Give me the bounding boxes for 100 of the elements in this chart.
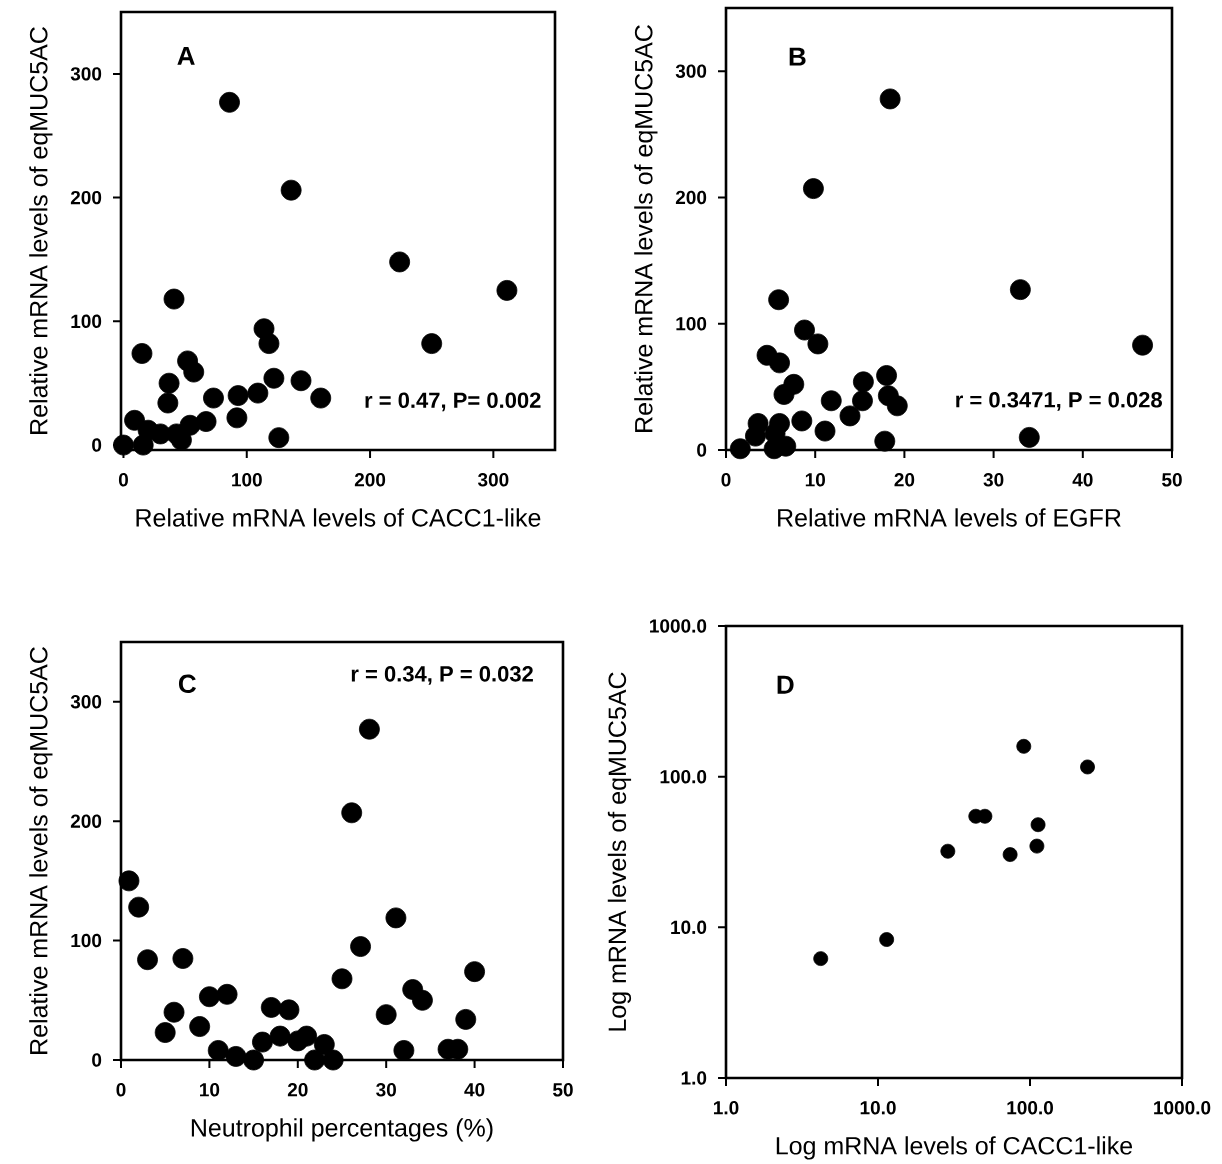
point [207, 1040, 229, 1061]
point [118, 870, 140, 892]
point [172, 948, 194, 969]
x-tick-label: 0 [116, 1083, 126, 1097]
point [216, 983, 238, 1005]
point [154, 1022, 176, 1043]
point [183, 361, 205, 383]
point [768, 289, 790, 311]
point [341, 802, 363, 824]
x-tick-label: 100 [232, 473, 262, 487]
point [803, 178, 824, 199]
x-tick-label: 300 [477, 473, 509, 487]
y-tick-label: 10.0 [671, 920, 707, 935]
x-axis-title: Relative mRNA levels of CACC1-like [136, 508, 541, 527]
point [350, 936, 371, 957]
point [421, 333, 443, 355]
x-tick-label: 10.0 [860, 1101, 896, 1115]
x-axis-title: Neutrophil percentages (%) [191, 1118, 493, 1142]
point [304, 1049, 325, 1071]
point [137, 949, 158, 971]
point [243, 1049, 264, 1071]
y-tick-label: 0 [92, 438, 102, 452]
point [879, 88, 901, 110]
y-tick-label: 200 [675, 190, 707, 205]
point [158, 372, 180, 394]
point [1018, 426, 1040, 448]
point [269, 1025, 291, 1047]
y-tick-label: 0 [92, 1053, 102, 1067]
point [260, 997, 282, 1018]
annotation: r = 0.3471, P = 0.028 [956, 392, 1162, 411]
point [268, 427, 290, 449]
point [252, 1031, 273, 1053]
point [131, 343, 153, 364]
text: A [177, 46, 195, 65]
point [310, 387, 332, 409]
point [150, 423, 171, 445]
x-tick-label: 40 [1072, 473, 1093, 487]
point [807, 333, 829, 355]
y-axis-title: Relative mRNA levels of eqMUC5AC [29, 647, 53, 1054]
point [839, 405, 861, 427]
point [820, 390, 842, 412]
point [794, 319, 815, 341]
point [1132, 334, 1153, 356]
x-tick-label: 50 [1162, 473, 1182, 487]
point [219, 91, 240, 113]
point [359, 718, 380, 740]
point [773, 384, 795, 405]
annotation: r = 0.34, P = 0.032 [351, 666, 533, 685]
point [263, 367, 285, 389]
point [313, 1034, 335, 1055]
text: B [789, 47, 806, 66]
point [886, 395, 908, 417]
point [393, 1040, 415, 1061]
x-tick-label: 0 [721, 473, 731, 487]
y-tick-label: 300 [70, 694, 102, 709]
point [852, 371, 874, 393]
point [874, 430, 896, 452]
point [375, 1004, 397, 1026]
x-tick-label: 20 [894, 473, 915, 487]
x-axis-title: Log mRNA levels of CACC1-like [776, 1136, 1133, 1160]
x-tick-label: 200 [354, 473, 386, 487]
point [163, 288, 185, 310]
point [199, 986, 220, 1008]
point [745, 425, 766, 447]
x-tick-label: 0 [118, 473, 128, 487]
point [113, 434, 134, 456]
point [876, 365, 897, 386]
point [290, 370, 312, 392]
x-tick-label: 40 [464, 1083, 485, 1097]
x-tick-label: 10 [805, 473, 825, 487]
point [729, 438, 751, 460]
point [278, 999, 300, 1021]
point [464, 961, 485, 983]
point [389, 251, 411, 273]
point [496, 280, 518, 301]
y-tick-label: 200 [70, 814, 102, 828]
y-axis-title: Relative mRNA levels of eqMUC5AC [634, 25, 658, 432]
x-tick-label: 1.0 [713, 1101, 739, 1115]
y-tick-label: 300 [675, 64, 707, 78]
point [763, 438, 785, 460]
y-tick-label: 0 [697, 443, 707, 457]
point [124, 409, 145, 431]
point [226, 407, 248, 429]
point [791, 410, 813, 432]
point [227, 385, 249, 406]
x-tick-label: 1000.0 [1154, 1101, 1211, 1115]
point [203, 387, 224, 409]
point [225, 1046, 247, 1067]
y-axis-title: Log mRNA levels of eqMUC5AC [607, 672, 632, 1031]
point [258, 333, 280, 355]
point [296, 1025, 318, 1047]
y-tick-label: 1.0 [681, 1071, 707, 1085]
point [128, 896, 150, 918]
text: C [178, 674, 196, 694]
point [163, 1001, 185, 1023]
point [322, 1049, 344, 1071]
x-tick-label: 50 [553, 1083, 573, 1097]
point [247, 382, 269, 404]
point [769, 352, 790, 374]
y-tick-label: 300 [70, 67, 102, 81]
